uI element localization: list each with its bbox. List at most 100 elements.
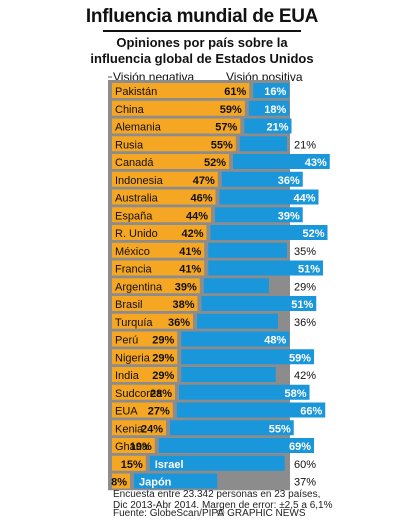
label-negative-australia: 46% (190, 193, 212, 205)
label-negative-ghana: 19% (130, 441, 152, 453)
bar-positive-argentina (203, 278, 269, 294)
label-negative-argentina: 39% (175, 281, 197, 293)
title-underline (103, 30, 301, 32)
label-country-china: China (115, 104, 145, 116)
label-positive-brasil: 51% (291, 299, 313, 311)
bar-negative-espana (112, 207, 211, 223)
bar-positive-espana (215, 207, 303, 223)
bar-positive-ghana (158, 438, 314, 453)
bar-positive-turquia (197, 313, 278, 329)
bar-positive-japon (134, 473, 218, 489)
bar-positive-nigeria (181, 349, 314, 365)
label-country-ghana: Ghana (115, 441, 149, 453)
label-negative-canada: 52% (204, 157, 226, 169)
label-positive-alemania: 21% (266, 122, 288, 134)
label-country-r-unido: R. Unido (115, 228, 158, 240)
label-negative-israel: 15% (121, 459, 143, 471)
bar-positive-australia (219, 189, 319, 205)
label-positive-israel: 60% (294, 459, 316, 471)
label-negative-india: 29% (152, 370, 174, 382)
label-negative-peru: 29% (152, 335, 174, 347)
bar-positive-brasil (201, 296, 317, 311)
publisher-credit: © GRAPHIC NEWS (217, 508, 306, 519)
label-positive-espana: 39% (278, 210, 300, 222)
bar-negative-ghana (112, 438, 155, 453)
label-country-indonesia: Indonesia (115, 175, 164, 187)
bar-positive-rusia (239, 136, 287, 152)
label-positive-sudcorea: 58% (284, 388, 306, 400)
bar-negative-sudcorea (112, 384, 175, 400)
label-positive-francia: 51% (298, 264, 320, 276)
label-negative-sudcorea: 28% (150, 388, 172, 400)
label-negative-francia: 41% (179, 264, 201, 276)
bar-negative-peru (112, 331, 178, 347)
bar-negative-r-unido (112, 225, 207, 240)
bar-positive-eua (176, 402, 326, 418)
label-positive-australia: 44% (293, 193, 315, 205)
label-positive-rusia: 21% (294, 139, 316, 151)
label-negative-turquia: 36% (168, 317, 190, 329)
label-country-argentina: Argentina (115, 281, 163, 293)
label-positive-pakistan: 16% (264, 86, 286, 98)
bar-positive-pakistan (253, 83, 290, 98)
label-negative-r-unido: 42% (181, 228, 203, 240)
label-positive-japon: 37% (294, 477, 316, 489)
source-credit: Fuente: GlobeScan/PIPA (113, 508, 224, 519)
label-country-sudcorea: Sudcorea (115, 388, 163, 400)
label-positive-kenia: 55% (269, 423, 291, 435)
label-positive-r-unido: 52% (302, 228, 324, 240)
label-country-mexico: México (115, 246, 150, 258)
bar-negative-alemania (112, 118, 241, 134)
chart-subtitle-line-1: Opiniones por país sobre la (116, 35, 288, 50)
bar-negative-kenia (112, 420, 166, 436)
label-country-pakistan: Pakistán (115, 86, 157, 98)
bar-negative-india (112, 367, 178, 382)
label-positive-eua: 66% (300, 406, 322, 418)
bar-negative-turquia (112, 313, 193, 329)
bar-negative-eua (112, 402, 173, 418)
bar-negative-pakistan (112, 83, 250, 98)
label-country-alemania: Alemania (115, 122, 162, 134)
label-negative-china: 59% (220, 104, 242, 116)
bar-negative-canada (112, 154, 229, 169)
label-positive-china: 18% (264, 104, 286, 116)
bar-positive-israel (149, 455, 285, 471)
label-positive-peru: 48% (264, 335, 286, 347)
bar-positive-alemania (244, 118, 292, 134)
bar-negative-israel (112, 455, 146, 471)
bar-positive-indonesia (221, 171, 303, 187)
bar-negative-argentina (112, 278, 200, 294)
bar-positive-r-unido (210, 225, 328, 240)
label-country-nigeria: Nigeria (115, 352, 151, 364)
bar-positive-mexico (208, 242, 287, 258)
label-country-australia: Australia (115, 193, 159, 205)
label-country-francia: Francia (115, 264, 153, 276)
label-negative-espana: 44% (186, 210, 208, 222)
label-negative-pakistan: 61% (224, 86, 246, 98)
bar-negative-nigeria (112, 349, 178, 365)
bar-negative-indonesia (112, 171, 218, 187)
bar-positive-francia (208, 260, 323, 276)
label-country-brasil: Brasil (115, 299, 143, 311)
label-negative-indonesia: 47% (193, 175, 215, 187)
bar-negative-francia (112, 260, 205, 276)
label-negative-japon: 8% (111, 477, 127, 489)
bar-positive-india (181, 367, 276, 382)
bar-negative-australia (112, 189, 216, 205)
label-country-kenia: Kenia (115, 423, 144, 435)
bar-negative-mexico (112, 242, 205, 258)
survey-note-line-2: Dic 2013-Abr 2014. Margen de error: ±2,5… (113, 500, 333, 511)
label-negative-nigeria: 29% (152, 352, 174, 364)
label-country-peru: Perú (115, 335, 138, 347)
label-positive-mexico: 35% (294, 246, 316, 258)
label-country-rusia: Rusia (115, 139, 144, 151)
chart-title: Influencia mundial de EUA (85, 6, 319, 27)
label-country-canada: Canadá (115, 157, 154, 169)
chart-subtitle-line-2: influencia global de Estados Unidos (90, 51, 314, 66)
label-negative-eua: 27% (148, 406, 170, 418)
bar-negative-japon (112, 473, 130, 489)
label-country-turquia: Turquía (115, 317, 153, 329)
bar-positive-canada (233, 154, 330, 169)
label-positive-turquia: 36% (294, 317, 316, 329)
